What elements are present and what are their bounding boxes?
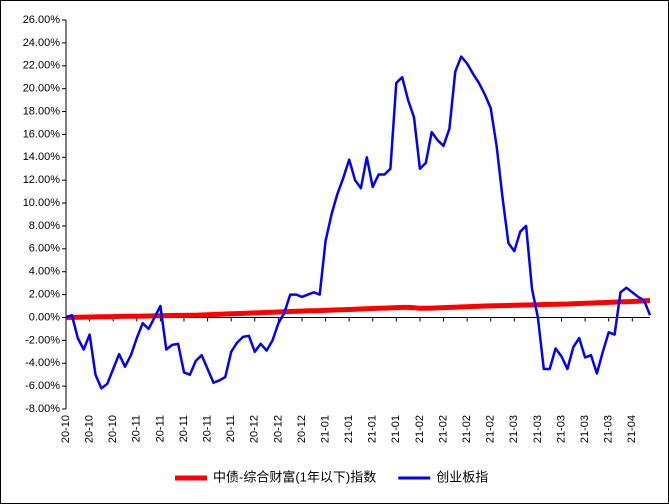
y-tick-label: 6.00% — [29, 243, 60, 255]
x-tick-label: 21-03 — [508, 415, 520, 443]
x-tick-label: 21-02 — [414, 415, 426, 443]
x-tick-label: 20-11 — [154, 415, 166, 442]
y-tick-label: 24.00% — [23, 37, 61, 49]
x-tick-label: 21-03 — [579, 415, 591, 443]
y-tick-label: 10.00% — [23, 197, 61, 209]
y-tick-label: 20.00% — [23, 83, 61, 95]
y-tick-label: -6.00% — [25, 380, 60, 392]
x-tick-label: 20-10 — [60, 415, 72, 443]
series-line — [65, 298, 651, 320]
x-tick-label: 21-02 — [485, 415, 497, 443]
y-tick-label: 26.00% — [23, 14, 61, 26]
x-tick-label: 21-01 — [390, 415, 402, 443]
y-tick-label: 14.00% — [23, 151, 61, 163]
y-tick-label: 8.00% — [29, 220, 60, 232]
y-tick-label: 0.00% — [29, 311, 60, 323]
y-tick-label: 16.00% — [23, 128, 61, 140]
y-tick-label: -4.00% — [25, 357, 60, 369]
y-tick-label: 22.00% — [23, 60, 61, 72]
y-tick-label: -8.00% — [25, 403, 60, 415]
x-tick-label: 20-12 — [296, 415, 308, 443]
x-tick-label: 21-04 — [626, 415, 638, 443]
y-tick-label: 18.00% — [23, 105, 61, 117]
x-tick-label: 20-12 — [249, 415, 261, 443]
y-tick-label: -2.00% — [25, 334, 60, 346]
y-tick-label: 12.00% — [23, 174, 61, 186]
x-tick-label: 21-03 — [532, 415, 544, 443]
x-tick-label: 20-11 — [225, 415, 237, 442]
x-tick-label: 21-02 — [437, 415, 449, 443]
series-line — [65, 55, 652, 390]
x-tick-label: 20-11 — [131, 415, 143, 442]
x-tick-label: 21-01 — [343, 415, 355, 443]
x-tick-label: 21-02 — [461, 415, 473, 443]
y-tick-label: 2.00% — [29, 288, 60, 300]
x-tick-label: 21-01 — [367, 415, 379, 443]
x-tick-label: 21-03 — [603, 415, 615, 443]
legend-label: 中债-综合财富(1年以下)指数 — [213, 469, 376, 484]
x-tick-label: 21-01 — [319, 415, 331, 443]
x-tick-label: 20-11 — [201, 415, 213, 442]
legend-label: 创业板指 — [436, 469, 488, 484]
x-tick-label: 20-12 — [272, 415, 284, 443]
x-tick-label: 20-10 — [107, 415, 119, 443]
x-tick-label: 21-03 — [555, 415, 567, 443]
y-tick-label: 4.00% — [29, 266, 60, 278]
x-tick-label: 20-10 — [84, 415, 96, 443]
x-tick-label: 20-11 — [178, 415, 190, 442]
